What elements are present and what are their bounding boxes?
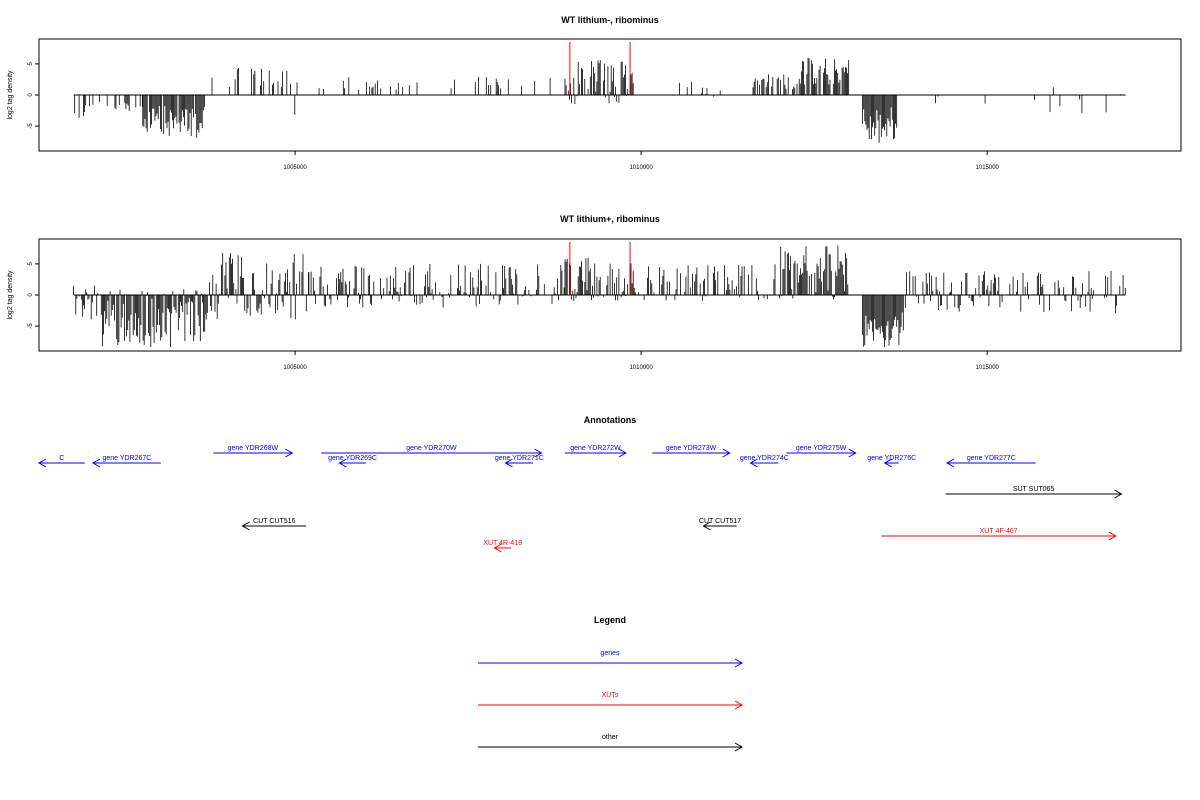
legend-arrow bbox=[478, 742, 744, 752]
y-tick-label: 5 bbox=[28, 262, 34, 266]
feature-label: gene YDR268W bbox=[228, 445, 279, 452]
y-axis-label: log2 tag density bbox=[7, 270, 14, 320]
y-tick-label: -5 bbox=[28, 123, 34, 129]
feature-label: SUT SUT065 bbox=[1013, 486, 1055, 493]
x-tick-label: 1010000 bbox=[629, 365, 653, 371]
x-tick-label: 1015000 bbox=[976, 365, 1000, 371]
legend-label: other bbox=[602, 734, 619, 741]
red-markers bbox=[569, 242, 631, 295]
legend-title: Legend bbox=[594, 615, 626, 625]
feature-arrow bbox=[786, 448, 857, 458]
y-tick-label: 0 bbox=[28, 293, 34, 297]
feature-arrow bbox=[37, 458, 85, 468]
x-tick-label: 1005000 bbox=[283, 165, 307, 171]
legend-label: genes bbox=[600, 650, 620, 657]
feature-arrow bbox=[945, 489, 1123, 499]
legend-items: genes XUTs other bbox=[478, 650, 744, 752]
feature-arrow bbox=[213, 448, 294, 458]
feature-label: C bbox=[59, 455, 64, 462]
feature-label: gene YDR270W bbox=[406, 445, 457, 452]
x-tick-label: 1015000 bbox=[976, 165, 1000, 171]
y-tick-label: 5 bbox=[28, 62, 34, 66]
feature-label: gene YDR271C bbox=[495, 455, 544, 462]
feature-arrow bbox=[883, 458, 899, 468]
density-bars bbox=[73, 57, 1126, 143]
y-axis-label: log2 tag density bbox=[7, 70, 14, 120]
axes: -5 0 5 1005000 1010000 1015000 bbox=[28, 262, 1000, 371]
red-markers bbox=[569, 42, 631, 95]
feature-label: gene YDR273W bbox=[666, 445, 717, 452]
legend-arrow bbox=[478, 658, 744, 668]
feature-label: gene YDR267C bbox=[102, 455, 151, 462]
feature-label: gene YDR274C bbox=[740, 455, 789, 462]
feature-label: gene YDR275W bbox=[796, 445, 847, 452]
y-tick-label: -5 bbox=[28, 323, 34, 329]
feature-arrow bbox=[321, 448, 543, 458]
feature-arrow bbox=[504, 458, 534, 468]
feature-arrow bbox=[652, 448, 731, 458]
panel-title: WT lithium+, ribominus bbox=[560, 214, 660, 224]
feature-label: gene YDR276C bbox=[867, 455, 916, 462]
axes: -5 0 5 1005000 1010000 1015000 bbox=[28, 62, 1000, 171]
panel-lithium-minus: WT lithium-, ribominus -5 0 5 1005000 101000… bbox=[7, 15, 1182, 171]
panel-lithium-plus: WT lithium+, ribominus -5 0 5 1005000 101000… bbox=[7, 214, 1182, 371]
feature-arrow bbox=[493, 543, 512, 553]
legend-arrow bbox=[478, 700, 744, 710]
feature-label: gene YDR269C bbox=[328, 455, 377, 462]
legend-label: XUTs bbox=[602, 692, 619, 699]
feature-arrow bbox=[91, 458, 161, 468]
feature-label: gene YDR277C bbox=[967, 455, 1016, 462]
feature-label: XUT 4F-467 bbox=[980, 528, 1018, 535]
annotations-title: Annotations bbox=[584, 415, 637, 425]
feature-arrow bbox=[881, 531, 1117, 541]
density-bars bbox=[73, 245, 1126, 348]
feature-arrow bbox=[702, 521, 737, 531]
x-tick-label: 1010000 bbox=[629, 165, 653, 171]
feature-arrow bbox=[338, 458, 366, 468]
feature-arrow bbox=[565, 448, 627, 458]
feature-arrow bbox=[749, 458, 779, 468]
feature-label: XUT 4R-418 bbox=[483, 540, 522, 547]
legend-panel: Legend genes XUTs other bbox=[478, 615, 744, 752]
feature-label: CUT CUT516 bbox=[253, 518, 295, 525]
feature-arrow bbox=[946, 458, 1036, 468]
feature-label: gene YDR272W bbox=[570, 445, 621, 452]
x-tick-label: 1005000 bbox=[283, 365, 307, 371]
feature-arrow bbox=[241, 521, 307, 531]
y-tick-label: 0 bbox=[28, 93, 34, 97]
feature-label: CUT CUT517 bbox=[699, 518, 741, 525]
panel-title: WT lithium-, ribominus bbox=[561, 15, 659, 25]
